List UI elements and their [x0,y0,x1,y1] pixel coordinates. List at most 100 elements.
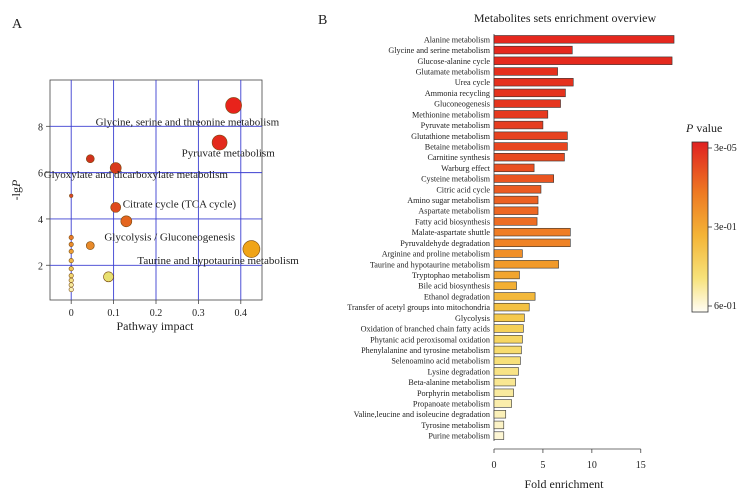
legend-title-rest: value [693,121,722,135]
bar-x-tick-label: 5 [540,460,545,471]
point-annotation: Glycine, serine and threonine metabolism [96,116,280,128]
bar-category-label: Phytanic acid peroxisomal oxidation [370,335,490,344]
bar-category-label: Urea cycle [455,78,491,87]
legend-color-bar [691,141,709,313]
bar-category-label: Glycine and serine metabolism [388,46,490,55]
bar [493,377,516,387]
bar [493,67,558,76]
bar-category-label: Pyruvaldehyde degradation [400,239,490,248]
bar [493,56,673,65]
bar [493,345,522,355]
bar [493,195,539,205]
bar-category-labels: Alanine metabolism Glycine and serine met… [347,35,490,440]
bar-x-tick-label: 0 [492,460,497,471]
bar-category-label: Phenylalanine and tyrosine metabolism [361,346,491,355]
bar-category-label: Tyrosine metabolism [421,421,490,430]
point-annotation: Glycolysis / Gluconeogenesis [104,231,235,243]
bar [493,431,505,440]
scatter-point-labels: Glycine, serine and threonine metabolism… [44,116,300,267]
bar-category-label: Glucose-alanine cycle [417,57,490,66]
bar [493,238,571,248]
bar [493,174,554,183]
point-annotation: Taurine and hypotaurine metabolism [137,255,299,267]
scatter-point [225,97,242,114]
bar [493,227,571,237]
scatter-point [110,202,122,213]
scatter-x-ticks: 0 0.1 0.2 0.3 0.4 [69,300,247,319]
bar [493,249,523,258]
y-tick-label: 8 [38,122,43,133]
bar [493,410,507,419]
bar-category-label: Betaine metabolism [425,142,491,151]
bar-category-label: Propanoate metabolism [413,400,491,409]
scatter-point [103,271,114,283]
bar-category-label: Methionine metabolism [412,110,491,119]
bar [493,217,538,226]
point-annotation: Pyruvate metabolism [182,148,276,160]
bar-category-label: Porphyrin metabolism [417,389,491,398]
scatter-grid [50,80,262,300]
bar-category-label: Gluconeogenesis [434,100,490,109]
bar-category-label: Ammonia recycling [425,89,490,98]
bar-category-label: Citric acid cycle [436,185,490,194]
bar [493,35,675,44]
bar-category-label: Amino sugar metabolism [407,196,490,205]
bar-x-tick-label: 15 [636,460,646,471]
bar [493,163,535,173]
legend-title: P value [685,121,722,135]
bar [493,78,574,87]
bar-category-label: Bile acid biosynthesis [418,282,490,291]
scatter-y-axis-label-base: -lg [9,187,23,200]
bar [493,270,520,280]
legend-label-high: 3e-05 [714,143,737,154]
bar-category-label: Arginine and proline metabolism [382,250,491,259]
bar [493,324,524,333]
scatter-point [68,241,74,247]
scatter-point [120,215,133,228]
bar [493,302,530,312]
bar [493,206,539,215]
scatter-points [68,97,261,293]
bar-category-label: Carnitine synthesis [427,153,490,162]
bar [493,120,544,130]
panel-a-label: A [12,17,23,32]
bar [493,110,549,119]
y-tick-label: 6 [38,169,43,180]
scatter-point [68,258,74,264]
bar [493,88,566,98]
x-tick-label: 0.2 [150,308,163,319]
bar-category-label: Fatty acid biosynthesis [415,217,490,226]
scatter-point [69,193,74,198]
bar-category-label: Pyruvate metabolism [421,121,491,130]
bar [493,131,568,140]
scatter-point [68,287,74,293]
bar [493,335,523,344]
bar-category-label: Lysine degradation [427,367,490,376]
x-tick-label: 0.4 [235,308,248,319]
bar [493,99,561,108]
scatter-y-ticks: 2 4 6 8 [38,122,50,272]
x-tick-label: 0.1 [107,308,120,319]
bar [493,367,519,376]
bar-category-label: Glutamate metabolism [416,67,491,76]
scatter-point [68,266,74,272]
bar-category-label: Taurine and hypotaurine metabolism [370,260,491,269]
panel-b-label: B [318,13,327,28]
bar-category-label: Tryptophao metabolism [412,271,491,280]
x-tick-label: 0.3 [192,308,205,319]
scatter-point [68,277,74,283]
point-annotation: Glyoxylate and dicarboxylate metabolism [44,169,229,181]
scatter-point [85,154,95,164]
bar-category-label: Selenoamino acid metabolism [391,357,490,366]
scatter-point [85,241,95,250]
scatter-x-axis-label: Pathway impact [117,319,195,333]
legend-label-mid: 3e-01 [714,222,737,233]
bar [493,142,568,151]
scatter-point [211,134,228,151]
bar [493,260,559,269]
bar-x-tick-label: 10 [587,460,597,471]
point-annotation: Citrate cycle (TCA cycle) [123,198,237,210]
bar-category-label: Aspartate metabolism [418,207,490,216]
bar [493,388,514,397]
scatter-y-axis-label: -lgP [9,179,23,200]
